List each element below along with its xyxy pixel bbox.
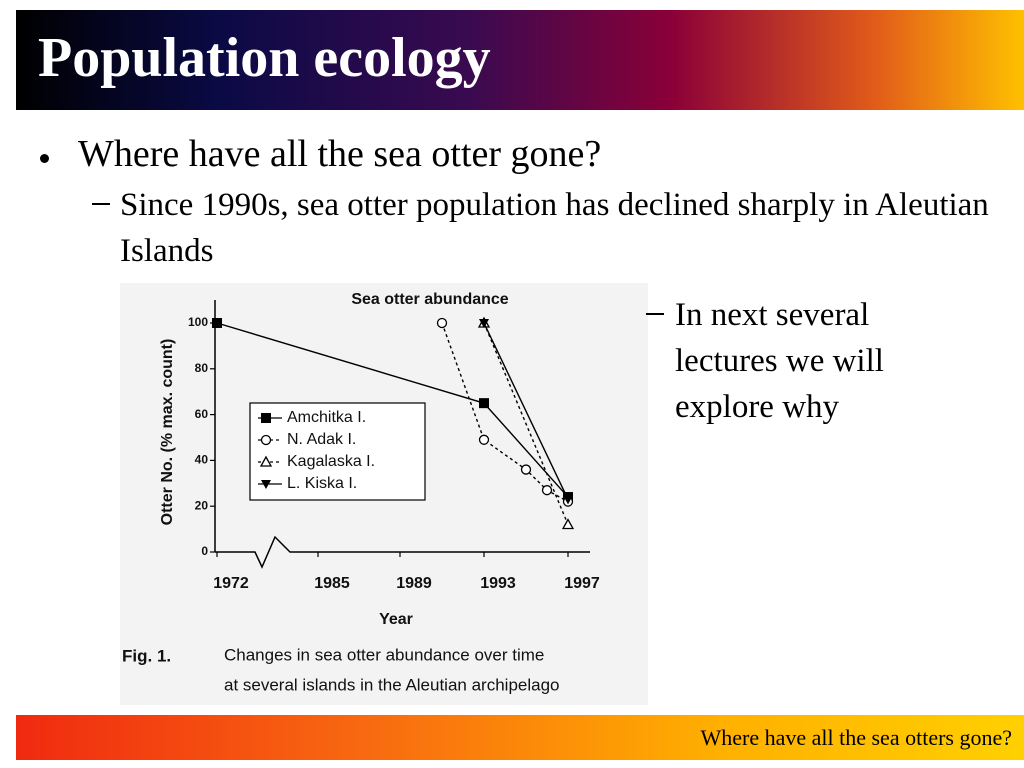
- x-tick-label: 1997: [564, 575, 600, 592]
- x-axis: [215, 535, 590, 569]
- series-line: [483, 322, 569, 525]
- series-line: [483, 322, 569, 500]
- footer-bar: Where have all the sea otters gone?: [16, 715, 1024, 760]
- y-tick-label: 100: [188, 315, 208, 329]
- x-axis-label: Year: [379, 611, 413, 628]
- side-bullet: In next several lectures we will explore…: [675, 297, 884, 425]
- legend-label: Amchitka I.: [287, 409, 366, 426]
- marker: [478, 434, 490, 445]
- legend-marker: [261, 413, 271, 423]
- x-tick-label: 1993: [480, 575, 516, 592]
- footer-text: Where have all the sea otters gone?: [700, 725, 1012, 750]
- legend-marker: [260, 434, 272, 446]
- chart-title: Sea otter abundance: [351, 291, 508, 308]
- marker: [541, 485, 553, 496]
- x-tick-label: 1985: [314, 575, 350, 592]
- caption-label: Fig. 1.: [122, 646, 171, 665]
- slide-title: Population ecology: [38, 27, 491, 89]
- legend-marker: [259, 455, 273, 467]
- marker: [520, 464, 532, 475]
- legend-label: Kagalaska I.: [287, 453, 375, 470]
- x-tick-label: 1989: [396, 575, 432, 592]
- y-tick-label: 0: [201, 544, 208, 558]
- sub-bullet-marker: [92, 203, 110, 205]
- caption: Changes in sea otter abundance over time: [224, 645, 544, 664]
- legend-marker: [261, 480, 271, 489]
- marker: [563, 495, 573, 505]
- bullet: Where have all the sea otter gone?: [78, 133, 602, 175]
- marker: [436, 317, 448, 329]
- y-tick-label: 20: [195, 498, 209, 512]
- legend-label: N. Adak I.: [287, 431, 356, 448]
- title-bar: Population ecology: [16, 10, 1024, 110]
- y-tick-label: 80: [195, 361, 209, 375]
- caption: at several islands in the Aleutian archi…: [224, 675, 560, 694]
- x-tick-label: 1972: [213, 575, 249, 592]
- legend-label: L. Kiska I.: [287, 475, 357, 492]
- marker: [479, 319, 489, 328]
- bullet-marker: [40, 154, 49, 163]
- y-tick-label: 40: [195, 453, 209, 467]
- marker: [479, 398, 489, 409]
- sub-bullet: Since 1990s, sea otter population has de…: [120, 187, 989, 269]
- sub-bullet-marker: [646, 313, 664, 315]
- y-axis-label: Otter No. (% max. count): [159, 339, 176, 526]
- marker: [561, 518, 575, 530]
- marker: [212, 318, 222, 328]
- y-tick-label: 60: [195, 407, 209, 421]
